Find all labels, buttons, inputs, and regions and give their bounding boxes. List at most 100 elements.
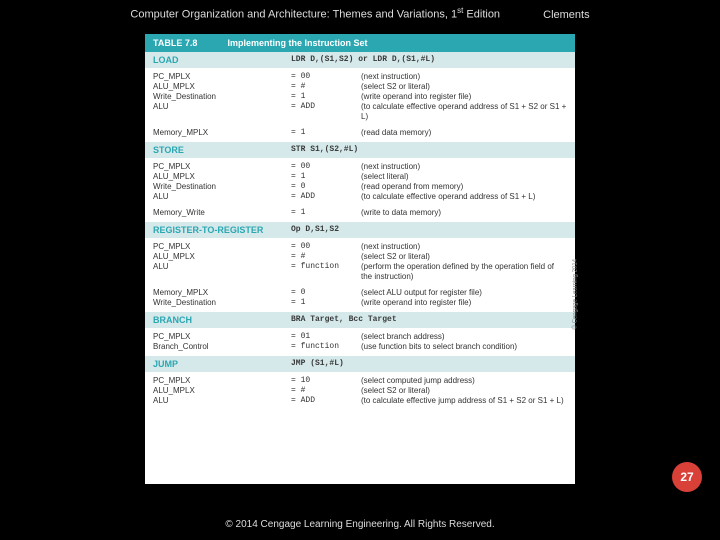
signal-desc: (select ALU output for register file) (361, 288, 567, 298)
signal-desc: (to calculate effective operand address … (361, 192, 567, 202)
signal-name: ALU_MPLX (153, 386, 291, 396)
table-row: Memory_MPLX= 0(select ALU output for reg… (145, 288, 575, 298)
signal-name: ALU (153, 262, 291, 282)
signal-desc: (use function bits to select branch cond… (361, 342, 567, 352)
table-caption: Implementing the Instruction Set (228, 38, 368, 48)
signal-value: = ADD (291, 192, 361, 202)
author-name: Clements (543, 9, 589, 21)
section-body: PC_MPLX= 00(next instruction)ALU_MPLX= 1… (145, 158, 575, 222)
signal-name: Write_Destination (153, 298, 291, 308)
table-row: ALU= ADD(to calculate effective operand … (145, 192, 575, 202)
signal-value: = 10 (291, 376, 361, 386)
table-row: PC_MPLX= 00(next instruction) (145, 72, 575, 82)
table-figure: TABLE 7.8 Implementing the Instruction S… (145, 34, 575, 484)
slide-header: Computer Organization and Architecture: … (0, 6, 720, 21)
signal-name: Memory_MPLX (153, 128, 291, 138)
signal-desc: (write to data memory) (361, 208, 567, 218)
signal-desc: (perform the operation defined by the op… (361, 262, 567, 282)
section-header: LOADLDR D,(S1,S2) or LDR D,(S1,#L) (145, 52, 575, 68)
page-number-badge: 27 (672, 462, 702, 492)
signal-value: = 01 (291, 332, 361, 342)
signal-desc: (select S2 or literal) (361, 82, 567, 92)
signal-value: = 1 (291, 298, 361, 308)
signal-name: PC_MPLX (153, 72, 291, 82)
signal-desc: (to calculate effective jump address of … (361, 396, 567, 406)
signal-name: PC_MPLX (153, 376, 291, 386)
table-row: ALU= function(perform the operation defi… (145, 262, 575, 282)
signal-desc: (read data memory) (361, 128, 567, 138)
section-name: STORE (153, 145, 291, 155)
section-mnemonic: STR S1,(S2,#L) (291, 145, 358, 155)
signal-value: = function (291, 342, 361, 352)
table-row: Branch_Control= function(use function bi… (145, 342, 575, 352)
section-mnemonic: Op D,S1,S2 (291, 225, 339, 235)
section-header: STORESTR S1,(S2,#L) (145, 142, 575, 158)
signal-value: = 1 (291, 172, 361, 182)
slide: Computer Organization and Architecture: … (0, 0, 720, 540)
signal-name: ALU_MPLX (153, 252, 291, 262)
signal-name: PC_MPLX (153, 162, 291, 172)
table-row: ALU= ADD(to calculate effective jump add… (145, 396, 575, 406)
table-row: ALU_MPLX= #(select S2 or literal) (145, 252, 575, 262)
signal-value: = 1 (291, 128, 361, 138)
table-row: ALU= ADD(to calculate effective operand … (145, 102, 575, 122)
signal-value: = ADD (291, 102, 361, 122)
signal-name: ALU (153, 396, 291, 406)
table-body: LOADLDR D,(S1,S2) or LDR D,(S1,#L)PC_MPL… (145, 52, 575, 410)
section-name: BRANCH (153, 315, 291, 325)
signal-name: PC_MPLX (153, 242, 291, 252)
signal-value: = # (291, 82, 361, 92)
table-row: Write_Destination= 0(read operand from m… (145, 182, 575, 192)
signal-value: = 00 (291, 162, 361, 172)
table-row: ALU_MPLX= #(select S2 or literal) (145, 386, 575, 396)
table-row: PC_MPLX= 10(select computed jump address… (145, 376, 575, 386)
signal-name: ALU_MPLX (153, 82, 291, 92)
signal-desc: (select branch address) (361, 332, 567, 342)
signal-value: = 00 (291, 72, 361, 82)
signal-value: = 1 (291, 92, 361, 102)
footer-copyright: © 2014 Cengage Learning Engineering. All… (0, 519, 720, 530)
table-row: PC_MPLX= 00(next instruction) (145, 242, 575, 252)
section-name: LOAD (153, 55, 291, 65)
section-header: REGISTER-TO-REGISTEROp D,S1,S2 (145, 222, 575, 238)
signal-desc: (next instruction) (361, 72, 567, 82)
signal-desc: (next instruction) (361, 162, 567, 172)
signal-value: = 0 (291, 288, 361, 298)
signal-desc: (write operand into register file) (361, 92, 567, 102)
table-row: Memory_Write= 1(write to data memory) (145, 208, 575, 218)
table-row: ALU_MPLX= #(select S2 or literal) (145, 82, 575, 92)
signal-desc: (select S2 or literal) (361, 252, 567, 262)
section-mnemonic: BRA Target, Bcc Target (291, 315, 397, 325)
signal-desc: (read operand from memory) (361, 182, 567, 192)
signal-name: Memory_Write (153, 208, 291, 218)
section-mnemonic: JMP (S1,#L) (291, 359, 344, 369)
section-name: JUMP (153, 359, 291, 369)
signal-name: PC_MPLX (153, 332, 291, 342)
signal-name: Memory_MPLX (153, 288, 291, 298)
signal-value: = 00 (291, 242, 361, 252)
table-number: TABLE 7.8 (153, 38, 225, 48)
signal-name: ALU (153, 102, 291, 122)
signal-value: = function (291, 262, 361, 282)
signal-desc: (write operand into register file) (361, 298, 567, 308)
table-header-bar: TABLE 7.8 Implementing the Instruction S… (145, 34, 575, 52)
signal-name: Write_Destination (153, 92, 291, 102)
page-number: 27 (680, 470, 693, 484)
signal-name: ALU (153, 192, 291, 202)
signal-desc: (select S2 or literal) (361, 386, 567, 396)
section-body: PC_MPLX= 10(select computed jump address… (145, 372, 575, 410)
signal-desc: (select computed jump address) (361, 376, 567, 386)
signal-desc: (to calculate effective operand address … (361, 102, 567, 122)
section-name: REGISTER-TO-REGISTER (153, 225, 291, 235)
signal-value: = ADD (291, 396, 361, 406)
book-title-post: Edition (463, 9, 500, 21)
table-row: Memory_MPLX= 1(read data memory) (145, 128, 575, 138)
section-body: PC_MPLX= 01(select branch address)Branch… (145, 328, 575, 356)
table-row: PC_MPLX= 00(next instruction) (145, 162, 575, 172)
section-mnemonic: LDR D,(S1,S2) or LDR D,(S1,#L) (291, 55, 435, 65)
signal-value: = # (291, 386, 361, 396)
signal-name: ALU_MPLX (153, 172, 291, 182)
table-row: Write_Destination= 1(write operand into … (145, 298, 575, 308)
book-title-pre: Computer Organization and Architecture: … (130, 9, 457, 21)
signal-name: Write_Destination (153, 182, 291, 192)
